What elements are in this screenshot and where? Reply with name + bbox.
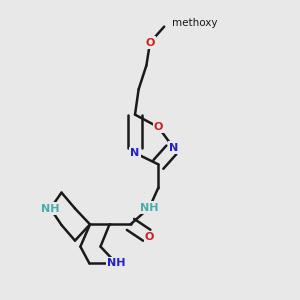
Text: O: O (145, 232, 154, 242)
Text: N: N (130, 148, 140, 158)
Text: NH: NH (41, 203, 60, 214)
Text: N: N (169, 142, 178, 153)
Text: O: O (154, 122, 163, 132)
Text: NH: NH (140, 202, 159, 213)
Text: NH: NH (107, 258, 126, 268)
Text: O: O (145, 38, 155, 48)
Text: methoxy: methoxy (172, 18, 218, 28)
